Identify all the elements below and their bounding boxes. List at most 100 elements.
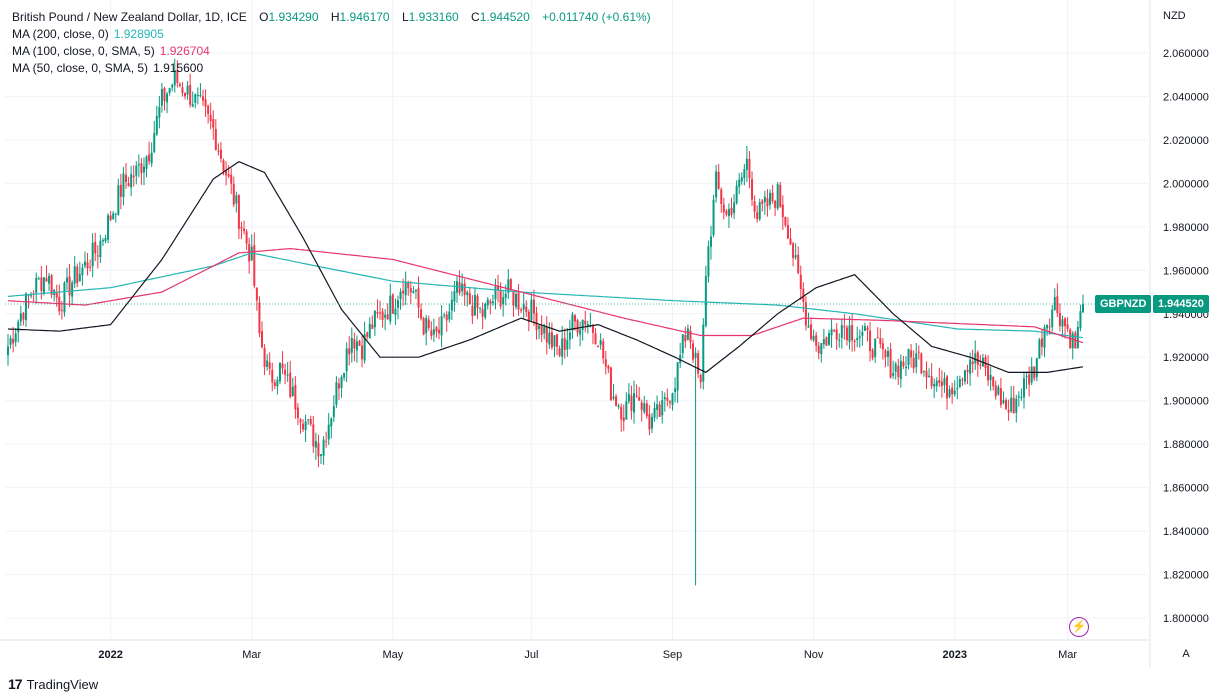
candle-body xyxy=(751,179,754,200)
candle-body xyxy=(407,282,410,289)
candle-body xyxy=(812,335,815,341)
candle-body xyxy=(101,239,104,242)
candle-body xyxy=(920,353,923,374)
candle-body xyxy=(73,266,76,284)
candle-body xyxy=(530,299,533,321)
candle-body xyxy=(83,261,86,266)
candle-body xyxy=(142,166,145,173)
candle-body xyxy=(987,365,990,381)
candle-body xyxy=(699,375,702,383)
candle-body xyxy=(55,292,58,298)
candle-body xyxy=(609,367,612,401)
candle-body xyxy=(943,378,946,386)
candle-body xyxy=(78,274,81,282)
x-tick-label: 2023 xyxy=(942,649,966,661)
candle-body xyxy=(694,352,697,358)
candle-body xyxy=(722,204,725,213)
ma100-row[interactable]: MA (100, close, 0, SMA, 5) 1.926704 xyxy=(12,43,651,60)
candle-body xyxy=(966,369,969,372)
candle-body xyxy=(645,403,648,417)
candle-body xyxy=(709,236,712,247)
candle-body xyxy=(471,305,474,317)
candle-body xyxy=(974,353,977,364)
high-label: H xyxy=(330,10,340,24)
candle-body xyxy=(743,169,746,178)
candle-body xyxy=(35,277,38,293)
candle-body xyxy=(784,216,787,226)
candle-body xyxy=(876,337,879,339)
candle-body xyxy=(320,454,323,456)
candle-body xyxy=(825,337,828,346)
candle-body xyxy=(676,362,679,391)
candle-body xyxy=(992,376,995,387)
candle-body xyxy=(155,116,158,135)
close-value: 1.944520 xyxy=(479,10,530,24)
candle-body xyxy=(1079,311,1082,329)
candle-body xyxy=(235,195,238,204)
candle-body xyxy=(22,313,25,320)
candle-body xyxy=(304,421,307,431)
tradingview-logo[interactable]: 17 TradingView xyxy=(8,676,98,692)
currency-label[interactable]: NZD xyxy=(1163,10,1186,22)
candle-body xyxy=(630,395,633,411)
candle-body xyxy=(17,321,20,333)
candle-body xyxy=(989,374,992,380)
candle-body xyxy=(466,292,469,296)
candle-body xyxy=(440,316,443,336)
open-label: O xyxy=(259,10,269,24)
y-tick-label: 1.820000 xyxy=(1163,570,1209,582)
candle-body xyxy=(740,177,743,182)
ma200-row[interactable]: MA (200, close, 0) 1.928905 xyxy=(12,26,651,43)
candle-body xyxy=(273,382,276,386)
candle-body xyxy=(291,386,294,396)
candle-body xyxy=(45,278,48,282)
candle-body xyxy=(930,376,933,387)
candle-body xyxy=(871,349,874,359)
x-tick-label: Jul xyxy=(524,649,538,661)
candle-body xyxy=(640,402,643,410)
candle-body xyxy=(597,345,600,347)
candle-body xyxy=(509,279,512,291)
candle-body xyxy=(348,348,351,355)
candle-body xyxy=(848,325,851,343)
candle-body xyxy=(897,365,900,377)
candle-body xyxy=(802,288,805,302)
candle-body xyxy=(363,334,366,361)
candle-body xyxy=(307,419,310,421)
candle-body xyxy=(268,362,271,369)
auto-scale-button[interactable]: A xyxy=(1182,648,1190,660)
candle-body xyxy=(733,202,736,213)
y-tick-label: 1.960000 xyxy=(1163,265,1209,277)
candle-body xyxy=(789,238,792,245)
candle-body xyxy=(548,332,551,345)
candle-body xyxy=(684,335,687,342)
candle-body xyxy=(922,370,925,372)
candle-body xyxy=(838,339,841,341)
candle-body xyxy=(692,343,695,360)
candle-body xyxy=(112,213,115,220)
candle-body xyxy=(9,338,12,345)
candle-body xyxy=(386,314,389,320)
ma50-row[interactable]: MA (50, close, 0, SMA, 5) 1.915600 xyxy=(12,60,651,77)
candle-body xyxy=(858,336,861,338)
candle-body xyxy=(366,332,369,337)
candle-body xyxy=(633,393,636,413)
candle-body xyxy=(666,397,669,401)
candle-body xyxy=(766,198,769,207)
candle-body xyxy=(296,407,299,419)
flash-icon[interactable]: ⚡ xyxy=(1069,617,1089,637)
candle-body xyxy=(745,158,748,170)
candle-body xyxy=(948,389,951,397)
candle-body xyxy=(971,361,974,365)
y-tick-label: 1.800000 xyxy=(1163,613,1209,625)
candle-body xyxy=(345,348,348,372)
candle-body xyxy=(553,335,556,347)
candle-body xyxy=(1025,376,1028,378)
y-tick-label: 1.900000 xyxy=(1163,396,1209,408)
candle-body xyxy=(951,387,954,395)
candle-body xyxy=(114,213,117,215)
candle-body xyxy=(24,293,27,321)
candle-body xyxy=(153,133,156,152)
candle-body xyxy=(96,255,99,257)
